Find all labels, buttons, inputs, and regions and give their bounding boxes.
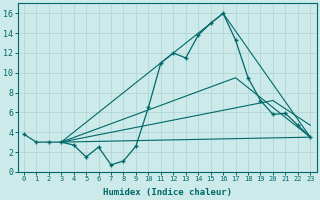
X-axis label: Humidex (Indice chaleur): Humidex (Indice chaleur) xyxy=(103,188,232,197)
